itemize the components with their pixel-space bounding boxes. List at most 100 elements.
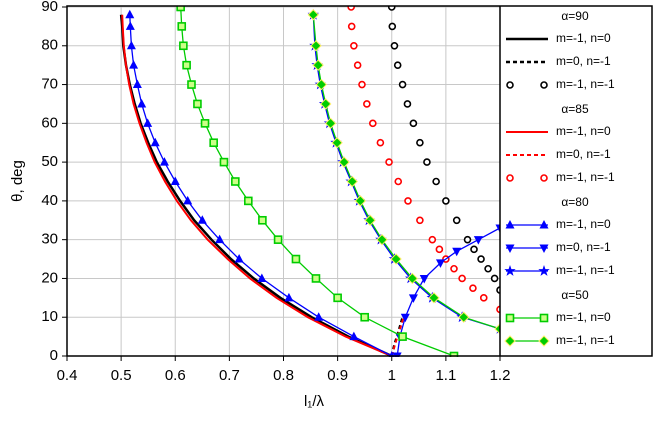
plot-area bbox=[119, 6, 500, 357]
marker bbox=[432, 177, 440, 186]
marker bbox=[231, 177, 240, 186]
legend-label: m=-1, n=-1 bbox=[556, 263, 615, 277]
marker bbox=[423, 158, 431, 166]
marker bbox=[170, 176, 180, 185]
marker bbox=[137, 98, 147, 108]
marker bbox=[540, 174, 548, 182]
marker bbox=[177, 22, 187, 31]
marker bbox=[435, 259, 445, 268]
marker bbox=[363, 100, 371, 108]
marker bbox=[187, 80, 196, 89]
marker bbox=[463, 235, 472, 244]
marker bbox=[176, 6, 185, 12]
marker bbox=[369, 119, 377, 128]
marker bbox=[408, 294, 418, 303]
x-axis-label: l₁/λ bbox=[304, 393, 325, 410]
y-tick-label: 80 bbox=[41, 37, 58, 54]
y-tick-label: 0 bbox=[50, 347, 58, 364]
marker bbox=[219, 157, 229, 167]
y-tick-label: 50 bbox=[41, 153, 58, 170]
marker bbox=[393, 61, 402, 69]
marker bbox=[234, 254, 244, 263]
marker bbox=[506, 81, 514, 89]
legend-group-title: α=50 bbox=[561, 288, 589, 302]
marker bbox=[132, 79, 142, 89]
marker bbox=[291, 254, 301, 264]
marker bbox=[390, 253, 402, 265]
y-tick-label: 90 bbox=[41, 0, 58, 15]
marker bbox=[504, 335, 516, 347]
marker bbox=[376, 138, 385, 147]
marker bbox=[258, 215, 267, 225]
marker bbox=[244, 196, 253, 206]
marker bbox=[346, 175, 358, 188]
legend: α=90 m=-1, n=0 m=0, n=-1 m=-1, n=-1 α=85 m=-1… bbox=[504, 9, 615, 347]
marker bbox=[209, 138, 218, 148]
legend-group-title: α=80 bbox=[561, 195, 589, 209]
marker bbox=[404, 197, 412, 205]
marker bbox=[479, 294, 488, 302]
marker bbox=[354, 195, 367, 207]
frame bbox=[66, 5, 653, 357]
legend-label: m=-1, n=0 bbox=[556, 310, 611, 324]
marker bbox=[428, 292, 440, 304]
x-tick-label: 0.5 bbox=[111, 367, 132, 384]
legend-label: m=0, n=-1 bbox=[556, 54, 611, 68]
marker bbox=[353, 61, 362, 69]
marker bbox=[505, 244, 515, 253]
marker bbox=[390, 41, 399, 50]
x-tick-label: 0.8 bbox=[273, 367, 294, 384]
legend-label: m=-1, n=-1 bbox=[556, 333, 615, 347]
marker bbox=[494, 323, 500, 335]
legend-group-title: α=90 bbox=[561, 9, 589, 23]
marker bbox=[538, 265, 550, 276]
marker bbox=[409, 119, 418, 128]
marker bbox=[310, 40, 322, 52]
marker bbox=[257, 273, 267, 282]
marker bbox=[143, 118, 153, 127]
marker bbox=[183, 195, 193, 205]
y-tick-label: 20 bbox=[41, 269, 58, 286]
legend-label: m=-1, n=0 bbox=[556, 124, 611, 138]
marker bbox=[311, 274, 321, 283]
legend-group-title: α=85 bbox=[561, 102, 589, 116]
marker bbox=[419, 274, 429, 284]
marker bbox=[338, 156, 350, 168]
marker bbox=[506, 174, 514, 182]
x-tick-label: 1 bbox=[388, 367, 396, 384]
marker bbox=[200, 119, 210, 128]
legend-label: m=-1, n=0 bbox=[556, 217, 611, 231]
marker bbox=[477, 255, 485, 263]
marker bbox=[540, 81, 548, 89]
marker bbox=[406, 272, 419, 285]
marker bbox=[347, 22, 356, 31]
marker bbox=[435, 245, 444, 254]
marker bbox=[470, 245, 478, 254]
marker bbox=[398, 80, 407, 89]
marker bbox=[349, 331, 359, 341]
marker bbox=[179, 41, 188, 51]
y-axis-label: θ, deg bbox=[9, 160, 26, 202]
marker bbox=[428, 235, 437, 244]
legend-label: m=0, n=-1 bbox=[556, 147, 611, 161]
marker bbox=[273, 235, 283, 244]
marker bbox=[333, 293, 342, 303]
marker bbox=[284, 292, 294, 302]
marker bbox=[452, 247, 462, 257]
legend-label: m=-1, n=-1 bbox=[556, 77, 615, 91]
marker bbox=[538, 335, 550, 347]
y-tick-label: 40 bbox=[41, 192, 58, 209]
marker bbox=[320, 98, 332, 110]
marker bbox=[505, 313, 515, 323]
marker bbox=[215, 234, 225, 244]
marker bbox=[347, 6, 355, 11]
marker bbox=[394, 177, 403, 186]
marker bbox=[125, 9, 135, 19]
legend-label: m=-1, n=-1 bbox=[556, 170, 615, 184]
marker bbox=[307, 9, 319, 21]
marker bbox=[312, 59, 324, 71]
marker bbox=[387, 6, 396, 11]
marker bbox=[416, 216, 424, 225]
marker bbox=[315, 78, 328, 91]
